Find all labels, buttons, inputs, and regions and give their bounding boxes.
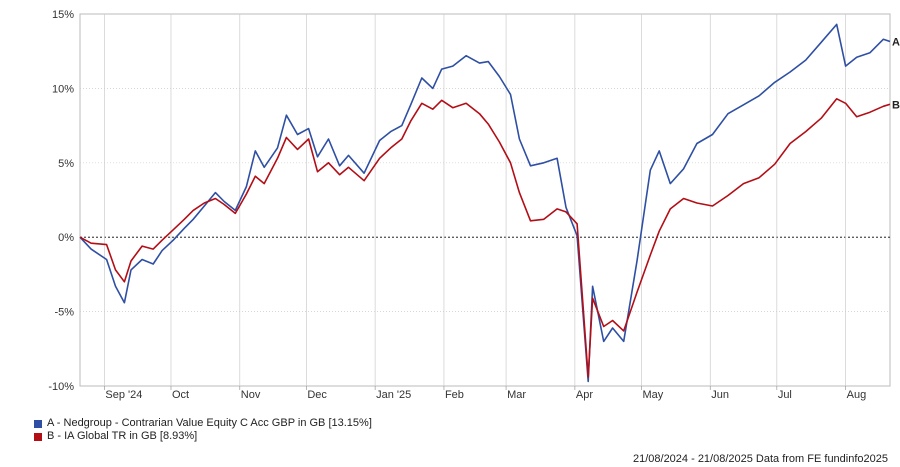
- x-tick-label: Jun: [711, 389, 729, 401]
- x-tick-label: Sep '24: [105, 389, 142, 401]
- x-tick-label: Dec: [307, 389, 327, 401]
- tick-labels: 15% 10% 5% 0% -5% -10% Sep '24 Oct Nov Dec Jan '25…: [48, 9, 866, 401]
- legend-item-a: A - Nedgroup - Contrarian Value Equity C…: [34, 417, 372, 430]
- y-tick-label: 0%: [58, 232, 74, 244]
- legend-swatch-a: [34, 419, 42, 428]
- legend: A - Nedgroup - Contrarian Value Equity C…: [34, 417, 372, 443]
- plot-frame: [79, 13, 891, 387]
- performance-chart: 15% 10% 5% 0% -5% -10% Sep '24 Oct Nov Dec Jan '25…: [48, 9, 900, 401]
- x-tick-label: Jul: [778, 389, 792, 401]
- y-tick-label: 10%: [52, 83, 74, 95]
- grid: [80, 14, 890, 390]
- series-lines: [79, 23, 891, 383]
- y-tick-label: -10%: [48, 381, 74, 393]
- x-tick-label: Feb: [445, 389, 464, 401]
- end-label-b: B: [892, 99, 900, 111]
- series-line-a: [79, 23, 891, 383]
- legend-label-b: B - IA Global TR in GB [8.93%]: [47, 430, 198, 442]
- x-tick-label: May: [642, 389, 663, 401]
- x-tick-label: Aug: [847, 389, 867, 401]
- x-tick-label: Nov: [241, 389, 261, 401]
- x-tick-label: Jan '25: [376, 389, 411, 401]
- y-tick-label: 15%: [52, 9, 74, 21]
- series-line-b: [79, 98, 891, 378]
- end-label-a: A: [892, 37, 900, 49]
- legend-label-a: A - Nedgroup - Contrarian Value Equity C…: [47, 417, 372, 429]
- end-labels: AB: [892, 37, 900, 112]
- y-tick-label: -5%: [54, 307, 74, 319]
- x-tick-label: Oct: [172, 389, 189, 401]
- x-tick-label: Apr: [576, 389, 593, 401]
- source-footer: 21/08/2024 - 21/08/2025 Data from FE fun…: [632, 453, 888, 465]
- legend-item-b: B - IA Global TR in GB [8.93%]: [34, 430, 372, 443]
- legend-swatch-b: [34, 432, 42, 441]
- x-tick-label: Mar: [507, 389, 526, 401]
- y-tick-label: 5%: [58, 158, 74, 170]
